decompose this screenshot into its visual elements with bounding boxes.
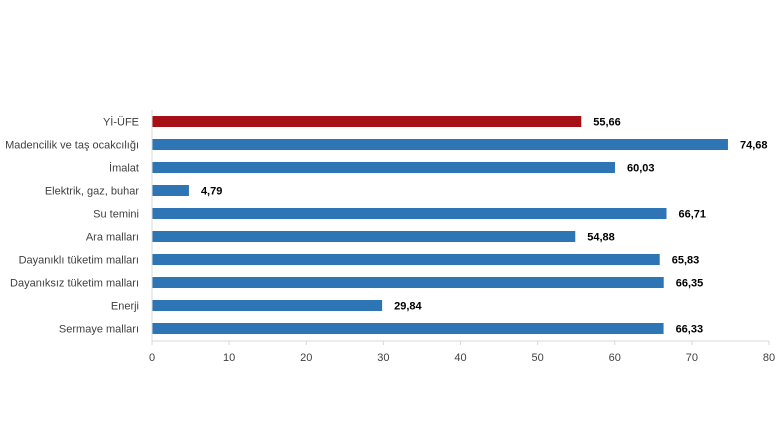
category-label-9: Sermaye malları: [59, 324, 139, 336]
bar-7: [152, 277, 664, 288]
value-label-9: 66,33: [676, 324, 704, 336]
x-tick-label-0: 0: [149, 352, 155, 364]
category-label-2: İmalat: [109, 162, 139, 175]
bar-2: [152, 162, 615, 173]
value-label-8: 29,84: [394, 301, 422, 313]
x-tick-label-5: 50: [532, 352, 544, 364]
value-label-7: 66,35: [676, 278, 704, 290]
bars-layer: [152, 116, 728, 334]
category-label-4: Su temini: [93, 209, 139, 221]
x-tick-label-4: 40: [454, 352, 466, 364]
bar-4: [152, 208, 667, 219]
bar-9: [152, 323, 664, 334]
category-label-8: Enerji: [111, 301, 139, 313]
x-tick-label-2: 20: [300, 352, 312, 364]
category-label-7: Dayanıksız tüketim malları: [10, 278, 139, 290]
x-tick-label-7: 70: [686, 352, 698, 364]
bar-1: [152, 139, 728, 150]
x-axis-ticks: 0 10 20 30 40 50 60 70 80: [149, 341, 775, 364]
category-label-6: Dayanıklı tüketim malları: [19, 255, 139, 267]
category-label-0: Yİ-ÜFE: [103, 116, 139, 129]
category-label-3: Elektrik, gaz, buhar: [45, 186, 139, 198]
category-labels: Yİ-ÜFE Madencilik ve taş ocakcılığı İmalat…: [5, 116, 139, 336]
bar-8: [152, 300, 383, 311]
value-label-3: 4,79: [201, 186, 222, 198]
x-tick-label-6: 60: [609, 352, 621, 364]
value-label-2: 60,03: [627, 163, 655, 175]
value-label-1: 74,68: [740, 140, 768, 152]
bar-6: [152, 254, 660, 265]
x-tick-label-8: 80: [763, 352, 775, 364]
value-label-0: 55,66: [593, 117, 621, 129]
x-tick-label-3: 30: [377, 352, 389, 364]
category-label-5: Ara malları: [86, 232, 139, 244]
value-label-6: 65,83: [672, 255, 700, 267]
bar-5: [152, 231, 576, 242]
bar-0: [152, 116, 582, 127]
x-tick-label-1: 10: [223, 352, 235, 364]
value-label-5: 54,88: [587, 232, 615, 244]
bar-3: [152, 185, 189, 196]
value-labels: 55,66 74,68 60,03 4,79 66,71 54,88 65,83 66,35 2…: [201, 117, 768, 336]
value-label-4: 66,71: [679, 209, 707, 221]
category-label-1: Madencilik ve taş ocakcılığı: [5, 140, 139, 152]
